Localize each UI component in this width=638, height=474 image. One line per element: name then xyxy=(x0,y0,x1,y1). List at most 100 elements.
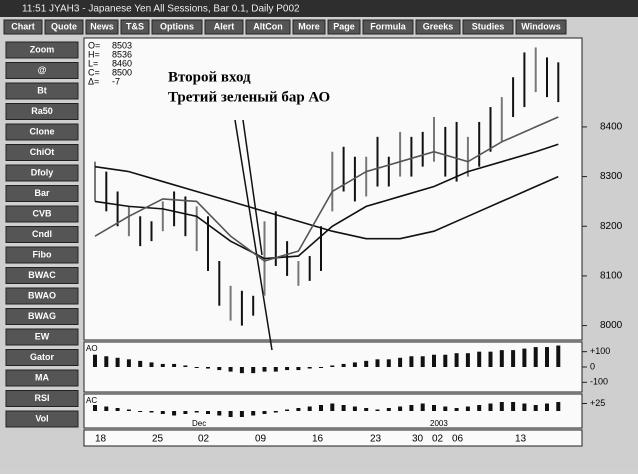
y-tick-label: 8400 xyxy=(600,122,623,133)
sidebar-button[interactable] xyxy=(5,205,79,223)
toolbar-button[interactable] xyxy=(44,19,84,35)
ao-bar xyxy=(465,353,470,367)
ao-bar xyxy=(533,347,538,367)
x-tick-label: 02 xyxy=(432,434,444,445)
ao-bar xyxy=(138,360,143,367)
info-label: O= xyxy=(88,40,100,50)
sidebar-label: RSI xyxy=(34,393,49,403)
x-tick-label: 13 xyxy=(515,434,527,445)
sidebar-label: EW xyxy=(35,331,50,341)
x-tick-label: 23 xyxy=(370,434,382,445)
sidebar-label: Cndl xyxy=(32,229,52,239)
toolbar-button[interactable] xyxy=(415,19,461,35)
ac-bar xyxy=(522,403,527,411)
ac-bar xyxy=(273,411,278,413)
toolbar-button[interactable] xyxy=(204,19,244,35)
sidebar-label: @ xyxy=(38,65,47,75)
sidebar-button[interactable] xyxy=(5,349,79,366)
ao-bar xyxy=(499,350,504,367)
sidebar-button[interactable] xyxy=(5,267,79,284)
y-tick-label: -100 xyxy=(590,377,608,387)
ao-bar xyxy=(488,351,493,367)
y-tick-label: 8000 xyxy=(600,320,623,331)
toolbar-button[interactable] xyxy=(85,19,119,35)
toolbar-button[interactable] xyxy=(3,19,43,35)
sidebar-button[interactable] xyxy=(5,308,79,325)
date-row xyxy=(83,429,583,447)
toolbar-button[interactable] xyxy=(362,19,414,35)
toolbar-button[interactable] xyxy=(120,19,150,35)
sidebar-button[interactable] xyxy=(5,164,79,182)
sidebar-button[interactable] xyxy=(5,82,79,100)
ac-bar xyxy=(149,411,154,413)
x-tick-label: 30 xyxy=(412,434,424,445)
y-tick-label: 8300 xyxy=(600,171,623,182)
ao-bar xyxy=(522,348,527,367)
ac-bar xyxy=(330,403,335,411)
sidebar-button[interactable] xyxy=(5,328,79,346)
ac-bar xyxy=(364,408,369,411)
sidebar-button[interactable] xyxy=(5,246,79,264)
ac-bar xyxy=(352,406,357,411)
title-bar xyxy=(0,0,638,17)
info-label: H= xyxy=(88,49,100,59)
ao-bar xyxy=(183,365,188,367)
ac-bar xyxy=(465,406,470,411)
sidebar-label: ChiOt xyxy=(30,147,55,157)
ao-bar xyxy=(296,367,301,371)
ac-bar xyxy=(511,402,516,411)
toolbar-button[interactable] xyxy=(151,19,203,35)
ao-bar xyxy=(149,362,154,367)
sidebar-button[interactable] xyxy=(5,185,79,202)
ao-bar xyxy=(206,367,210,369)
ac-bar xyxy=(217,411,222,416)
toolbar-label: Chart xyxy=(11,21,35,31)
sidebar-button[interactable] xyxy=(5,103,79,120)
pane-label: AO xyxy=(86,344,98,353)
toolbar-button[interactable] xyxy=(515,19,567,35)
toolbar-button[interactable] xyxy=(327,19,361,35)
x-tick-label: 09 xyxy=(255,434,267,445)
pane-label: AC xyxy=(86,396,97,405)
ao-bar xyxy=(217,367,222,371)
toolbar-button[interactable] xyxy=(462,19,514,35)
sidebar-button[interactable] xyxy=(5,369,79,387)
toolbar-label: News xyxy=(90,21,114,31)
toolbar-button[interactable] xyxy=(292,19,326,35)
sidebar-button[interactable] xyxy=(5,62,79,79)
sidebar-button[interactable] xyxy=(5,410,79,428)
sidebar-button[interactable] xyxy=(5,123,79,141)
ao-bar xyxy=(454,353,459,367)
sidebar-label: Dfoly xyxy=(31,167,54,177)
sidebar-label: Fibo xyxy=(33,249,52,259)
ao-bar xyxy=(160,363,165,367)
ao-bar xyxy=(352,362,357,367)
toolbar-label: Studies xyxy=(472,21,505,31)
ac-bar xyxy=(386,408,391,411)
ao-bar xyxy=(386,359,391,367)
ac-bar xyxy=(206,411,210,414)
toolbar-label: AltCon xyxy=(253,21,283,31)
sidebar-button[interactable] xyxy=(5,226,79,243)
y-tick-label: +25 xyxy=(590,398,605,408)
ao-bar xyxy=(104,356,109,367)
x-tick-label: 16 xyxy=(312,434,324,445)
sidebar-button[interactable] xyxy=(5,287,79,305)
window-title: 11:51 JYAH3 - Japanese Yen All Sessions,… xyxy=(22,4,300,15)
toolbar-button[interactable] xyxy=(245,19,291,35)
sidebar-button[interactable] xyxy=(5,41,79,59)
arrow xyxy=(242,119,263,256)
ac-bar xyxy=(341,405,346,411)
ao-bar xyxy=(251,367,256,374)
ac-bar xyxy=(228,411,233,417)
ao-bar xyxy=(273,367,278,372)
sidebar-button[interactable] xyxy=(5,390,79,407)
sidebar-label: Ra50 xyxy=(31,106,53,116)
ao-bar xyxy=(239,367,244,374)
toolbar-label: Alert xyxy=(214,21,235,31)
info-label: L= xyxy=(88,58,98,68)
sidebar-button[interactable] xyxy=(5,144,79,161)
ac-bar xyxy=(115,408,120,411)
sidebar-label: Gator xyxy=(30,352,55,362)
ao-bar xyxy=(228,367,233,372)
